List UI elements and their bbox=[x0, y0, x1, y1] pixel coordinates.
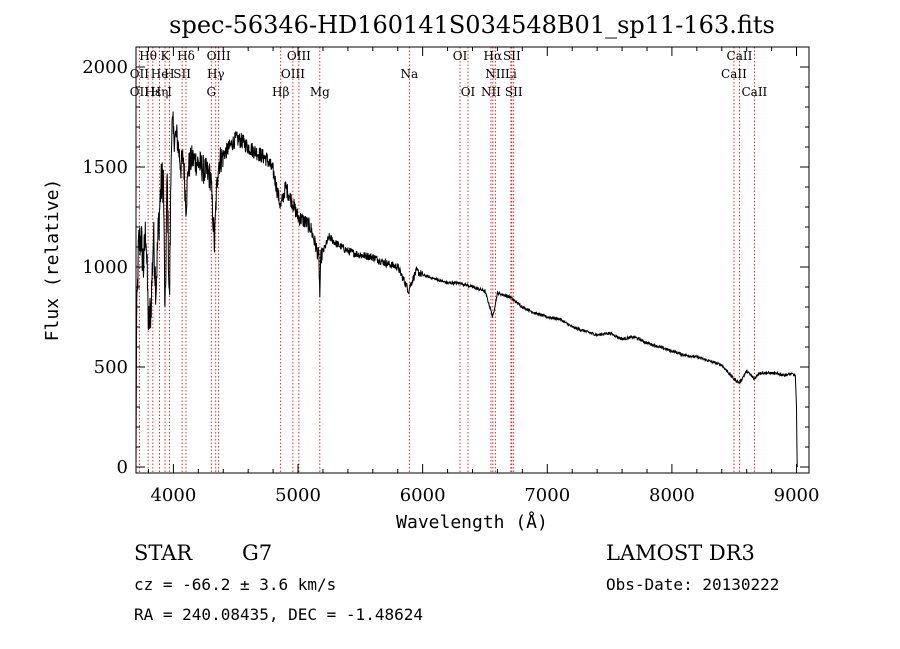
y-tick-label: 1500 bbox=[82, 157, 128, 178]
spectral-subclass: G7 bbox=[242, 541, 272, 565]
spectral-line-label: OI bbox=[453, 49, 468, 63]
spectral-line-label: OIII bbox=[287, 49, 311, 63]
spectral-line-label: NII bbox=[481, 85, 501, 99]
x-tick-label: 8000 bbox=[649, 485, 695, 506]
y-axis-ticks: 0 500 1000 1500 2000 bbox=[82, 57, 809, 478]
spectral-line-label: CaII bbox=[741, 85, 767, 99]
spectrum-line bbox=[135, 111, 798, 468]
y-tick-label: 500 bbox=[94, 357, 128, 378]
x-axis-label: Wavelength (Å) bbox=[396, 511, 548, 533]
y-tick-label: 0 bbox=[117, 457, 128, 478]
spectral-line-label: He bbox=[151, 67, 169, 81]
spectral-line-label: OIII bbox=[207, 49, 231, 63]
spectral-line-label: Hθ bbox=[139, 49, 157, 63]
chart-title: spec-56346-HD160141S034548B01_sp11-163.f… bbox=[169, 11, 775, 39]
spectral-line-label: OI bbox=[461, 85, 476, 99]
y-tick-label: 2000 bbox=[82, 57, 128, 78]
spectral-line-label: CaII bbox=[721, 67, 747, 81]
redshift-cz: cz = -66.2 ± 3.6 km/s bbox=[134, 575, 336, 594]
spectral-line-label: H bbox=[164, 67, 174, 81]
spectral-line-label: Hε bbox=[144, 85, 161, 99]
plot-frame bbox=[135, 46, 810, 474]
spectral-line-label: OII bbox=[130, 85, 150, 99]
x-tick-label: 5000 bbox=[275, 485, 321, 506]
spectral-line-label: Hα bbox=[484, 49, 503, 63]
spectral-line-label: G bbox=[206, 85, 216, 99]
observation-date: Obs-Date: 20130222 bbox=[606, 575, 779, 594]
spectral-line-markers bbox=[138, 47, 755, 473]
spectral-line-label: SII bbox=[505, 85, 523, 99]
spectral-line-label: Hδ bbox=[177, 49, 195, 63]
spectral-line-label: CaII bbox=[727, 49, 753, 63]
x-tick-label: 6000 bbox=[400, 485, 446, 506]
spectral-line-label: SII bbox=[173, 67, 191, 81]
spectral-line-label: Li bbox=[505, 67, 517, 81]
spectral-line-label: OIII bbox=[281, 67, 305, 81]
x-tick-label: 7000 bbox=[524, 485, 570, 506]
spectral-line-label: Hγ bbox=[207, 67, 225, 81]
x-axis-ticks: 4000 5000 6000 7000 8000 9000 bbox=[147, 47, 820, 506]
spectral-line-label: Hη bbox=[151, 85, 169, 99]
object-class: STAR bbox=[134, 541, 193, 565]
spectral-line-label: NII bbox=[485, 67, 505, 81]
spectral-line-label: I bbox=[167, 85, 172, 99]
spectral-line-label: Mg bbox=[310, 85, 330, 99]
spectral-line-label: SII bbox=[503, 49, 521, 63]
spectral-line-label: Na bbox=[400, 67, 418, 81]
y-axis-label: Flux (relative) bbox=[42, 179, 63, 342]
x-tick-label: 4000 bbox=[150, 485, 196, 506]
survey-name: LAMOST DR3 bbox=[606, 541, 755, 565]
spectral-line-label: K bbox=[161, 49, 171, 63]
spectral-line-label: OII bbox=[130, 67, 150, 81]
x-tick-label: 9000 bbox=[774, 485, 820, 506]
coordinates: RA = 240.08435, DEC = -1.48624 bbox=[134, 605, 423, 624]
y-tick-label: 1000 bbox=[82, 257, 128, 278]
spectral-line-label: Hβ bbox=[272, 85, 289, 99]
